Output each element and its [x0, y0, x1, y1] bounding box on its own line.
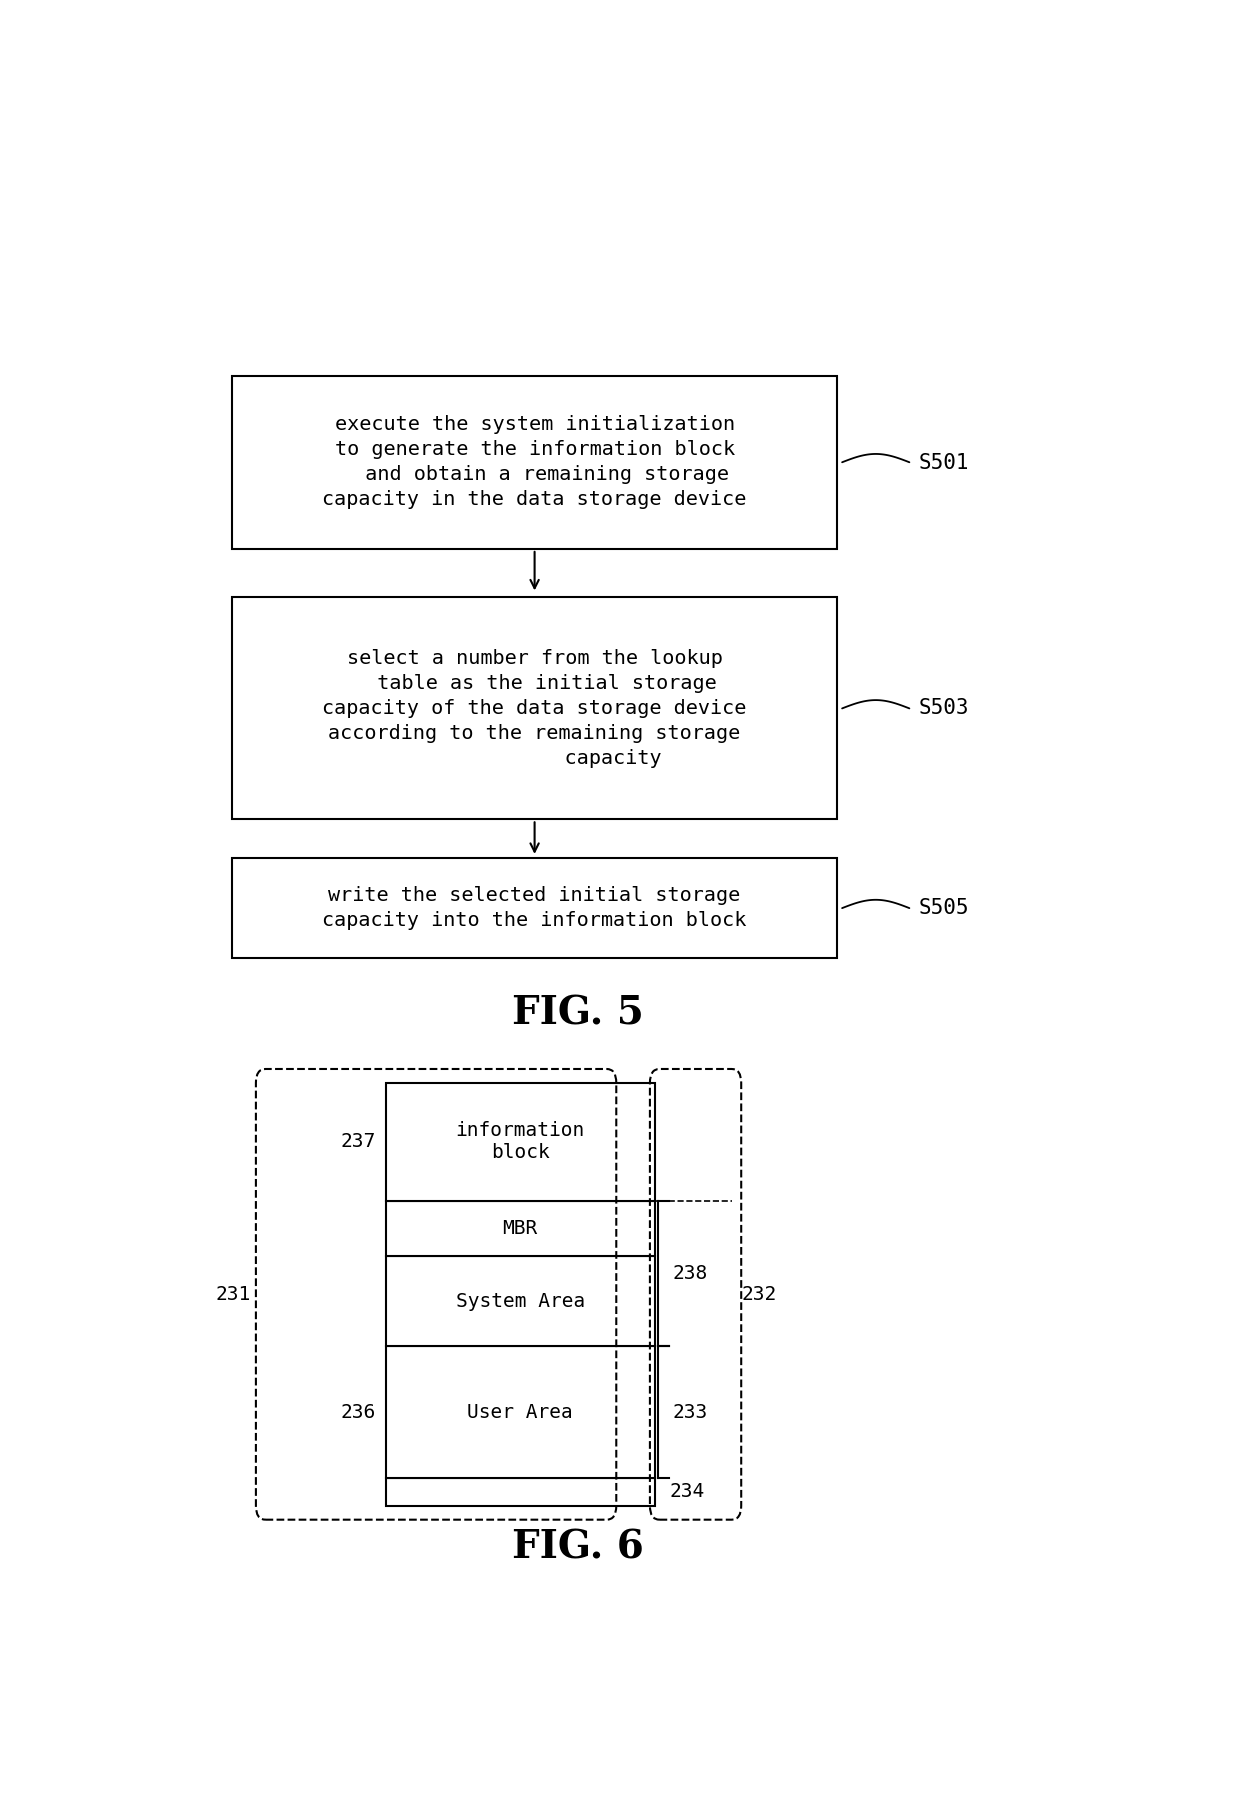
Bar	[386, 1082, 655, 1201]
Text: 231: 231	[216, 1284, 250, 1304]
Text: FIG. 5: FIG. 5	[512, 994, 644, 1032]
Text: S501: S501	[919, 454, 970, 474]
Text: FIG. 6: FIG. 6	[512, 1529, 644, 1567]
Bar	[386, 1347, 655, 1479]
Text: 234: 234	[670, 1482, 704, 1502]
Text: information
block: information block	[455, 1122, 585, 1162]
Text: MBR: MBR	[502, 1219, 538, 1237]
Text: write the selected initial storage
capacity into the information block: write the selected initial storage capac…	[322, 886, 746, 929]
Bar	[232, 376, 837, 549]
Text: 237: 237	[341, 1133, 376, 1151]
Text: S505: S505	[919, 899, 970, 919]
Bar	[386, 1201, 655, 1257]
Text: select a number from the lookup
  table as the initial storage
capacity of the d: select a number from the lookup table as…	[322, 648, 746, 767]
Text: System Area: System Area	[455, 1291, 585, 1311]
Text: execute the system initialization
to generate the information block
  and obtain: execute the system initialization to gen…	[322, 416, 746, 510]
Bar	[386, 1479, 655, 1506]
Text: S503: S503	[919, 699, 970, 719]
Text: 238: 238	[672, 1264, 707, 1282]
Text: 232: 232	[742, 1284, 776, 1304]
Text: 233: 233	[672, 1403, 707, 1421]
Bar	[232, 598, 837, 819]
Text: 236: 236	[341, 1403, 376, 1421]
Bar	[232, 859, 837, 958]
Bar	[386, 1257, 655, 1347]
Text: User Area: User Area	[467, 1403, 573, 1421]
